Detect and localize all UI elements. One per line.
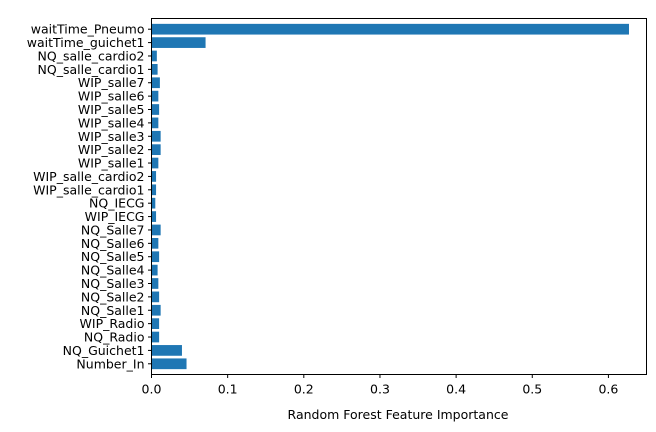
category-label-nq-salle3: NQ_Salle3 bbox=[81, 276, 145, 291]
bar-number-in bbox=[151, 358, 187, 370]
x-tick-label: 0.1 bbox=[218, 382, 238, 397]
bar-nq-salle7 bbox=[151, 224, 161, 236]
category-label-nq-salle1: NQ_Salle1 bbox=[81, 303, 145, 318]
bar-nq-salle4 bbox=[151, 264, 158, 276]
bar-waittime-guichet1 bbox=[151, 37, 206, 48]
category-label-wip-salle2: WIP_salle2 bbox=[78, 142, 145, 157]
x-tick-label: 0.3 bbox=[370, 382, 390, 397]
x-tick-label: 0.2 bbox=[294, 382, 314, 397]
x-tick-label: 0.5 bbox=[522, 382, 542, 397]
bar-wip-salle1 bbox=[151, 157, 159, 169]
bar-nq-salle1 bbox=[151, 304, 161, 316]
category-label-nq-salle4: NQ_Salle4 bbox=[81, 263, 145, 278]
category-label-wip-salle7: WIP_salle7 bbox=[78, 75, 145, 90]
bar-waittime-pneumo bbox=[151, 23, 629, 35]
bars-group bbox=[151, 23, 629, 370]
category-label-wip-salle4: WIP_salle4 bbox=[78, 115, 145, 130]
x-tick-label: 0.4 bbox=[446, 382, 466, 397]
bar-wip-salle-cardio1 bbox=[151, 184, 157, 196]
category-label-number-in: Number_In bbox=[76, 356, 144, 371]
bar-nq-salle6 bbox=[151, 237, 159, 249]
category-label-wip-salle-cardio2: WIP_salle_cardio2 bbox=[33, 169, 144, 184]
x-tick-label: 0.0 bbox=[142, 382, 162, 397]
bar-nq-salle-cardio1 bbox=[151, 64, 158, 75]
bar-wip-iecg bbox=[151, 211, 157, 222]
bar-wip-salle-cardio2 bbox=[151, 171, 157, 182]
bar-nq-radio bbox=[151, 331, 160, 343]
category-label-wip-iecg: WIP_IECG bbox=[85, 209, 145, 224]
category-label-wip-salle5: WIP_salle5 bbox=[78, 102, 145, 117]
category-label-nq-radio: NQ_Radio bbox=[84, 330, 145, 345]
bar-nq-salle5 bbox=[151, 251, 160, 263]
bar-wip-salle5 bbox=[151, 104, 160, 115]
plot-frame bbox=[151, 18, 647, 375]
category-label-nq-salle-cardio2: NQ_salle_cardio2 bbox=[38, 48, 145, 63]
category-label-nq-salle5: NQ_Salle5 bbox=[81, 249, 145, 264]
x-axis-title: Random Forest Feature Importance bbox=[288, 407, 509, 422]
bar-nq-guichet1 bbox=[151, 345, 182, 356]
category-label-nq-iecg: NQ_IECG bbox=[89, 196, 144, 211]
category-label-wip-radio: WIP_Radio bbox=[80, 316, 145, 331]
category-label-waittime-guichet1: waitTime_guichet1 bbox=[27, 35, 145, 50]
category-label-nq-guichet1: NQ_Guichet1 bbox=[63, 343, 145, 358]
bar-wip-radio bbox=[151, 318, 160, 329]
category-labels-group: Number_InNQ_Guichet1NQ_RadioWIP_RadioNQ_… bbox=[27, 22, 152, 371]
category-label-nq-salle7: NQ_Salle7 bbox=[81, 222, 145, 237]
x-tick-label: 0.6 bbox=[598, 382, 618, 397]
category-label-wip-salle1: WIP_salle1 bbox=[78, 156, 145, 171]
category-label-nq-salle-cardio1: NQ_salle_cardio1 bbox=[38, 62, 145, 77]
bar-nq-salle-cardio2 bbox=[151, 50, 157, 62]
category-label-wip-salle3: WIP_salle3 bbox=[78, 129, 145, 144]
category-label-nq-salle6: NQ_Salle6 bbox=[81, 236, 145, 251]
bar-nq-salle2 bbox=[151, 291, 160, 303]
x-ticks-group: 0.0 0.1 0.2 0.3 0.4 0.5 0.6 bbox=[142, 374, 618, 397]
bar-wip-salle6 bbox=[151, 90, 159, 102]
category-label-wip-salle6: WIP_salle6 bbox=[78, 89, 145, 104]
bar-nq-iecg bbox=[151, 197, 156, 209]
bar-wip-salle3 bbox=[151, 130, 161, 142]
bar-wip-salle7 bbox=[151, 77, 160, 89]
category-label-wip-salle-cardio1: WIP_salle_cardio1 bbox=[33, 182, 144, 197]
bar-wip-salle4 bbox=[151, 117, 159, 129]
category-label-waittime-pneumo: waitTime_Pneumo bbox=[31, 22, 145, 37]
bar-wip-salle2 bbox=[151, 144, 161, 156]
bar-nq-salle3 bbox=[151, 278, 159, 289]
category-label-nq-salle2: NQ_Salle2 bbox=[81, 289, 145, 304]
